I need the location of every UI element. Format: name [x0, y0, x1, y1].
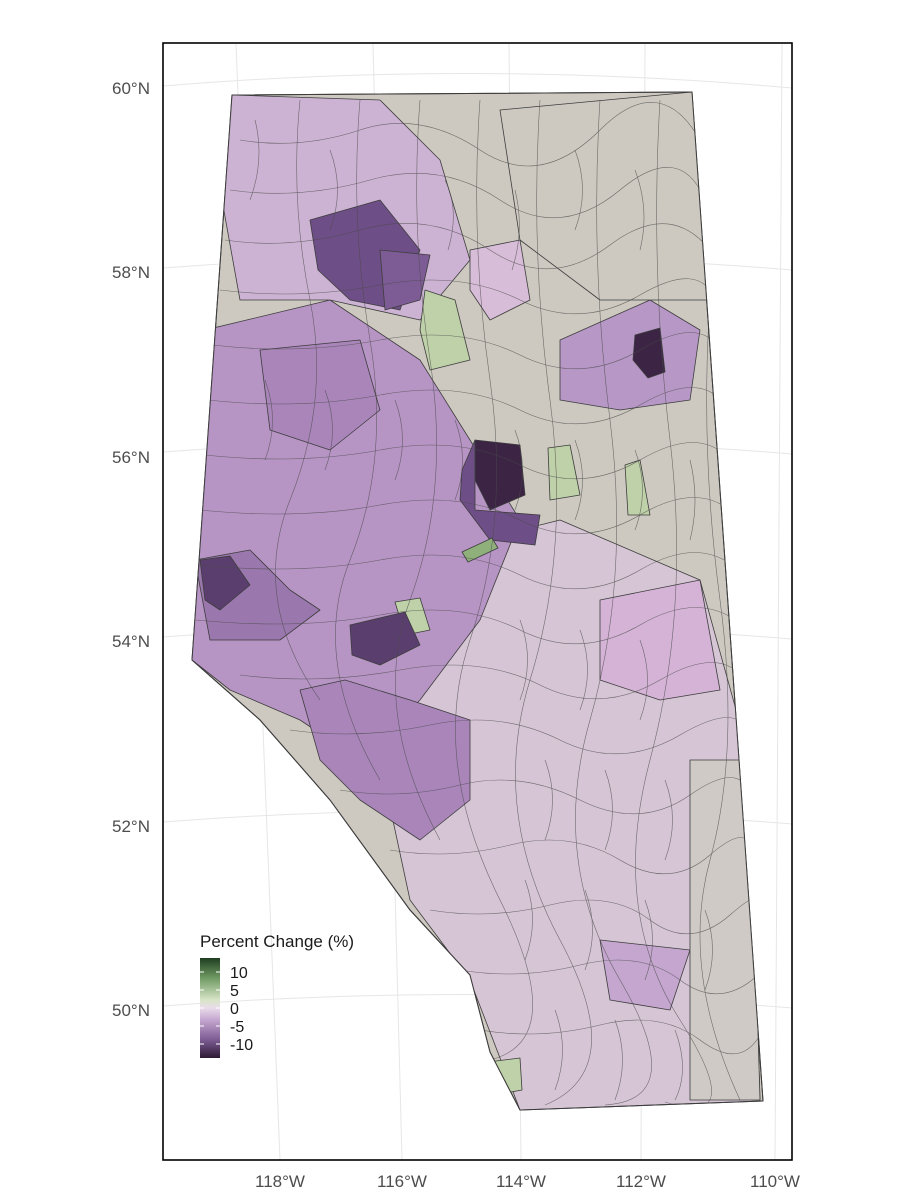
lat-tick-60: 60°N	[112, 79, 150, 98]
region-green-central-2	[461, 537, 499, 563]
watershed-boundaries	[195, 99, 761, 1108]
region-south-purple	[599, 939, 691, 1011]
region-central-purple	[259, 339, 381, 451]
region-nw-dark-2	[379, 249, 431, 311]
plot-frame	[162, 42, 793, 1161]
lat-tick-54: 54°N	[112, 632, 150, 651]
legend-label-neg10: -10	[230, 1037, 253, 1054]
legend-title: Percent Change (%)	[200, 932, 354, 951]
lon-tick-112: 112°W	[616, 1172, 666, 1191]
lon-tick-114: 114°W	[496, 1172, 546, 1191]
lon-tick-116: 116°W	[377, 1172, 427, 1191]
region-green-south	[487, 1057, 523, 1096]
lon-tick-118: 118°W	[255, 1172, 305, 1191]
lat-axis: 60°N 58°N 56°N 54°N 52°N 50°N	[112, 79, 150, 1020]
lon-tick-110: 110°W	[750, 1172, 800, 1191]
province-border	[191, 91, 764, 1111]
region-central-dark-ring	[459, 439, 541, 546]
region-green-east	[624, 459, 651, 516]
lat-tick-56: 56°N	[112, 448, 150, 467]
region-southeast-neutral	[689, 759, 761, 1101]
region-purple-south	[299, 679, 471, 841]
legend-label-5: 5	[230, 983, 239, 1000]
legend-colorbar	[200, 958, 220, 1058]
legend: Percent Change (%) 10 5 0 -5 -10	[200, 932, 354, 1058]
region-northeast-neutral	[499, 92, 721, 301]
legend-label-neg5: -5	[230, 1019, 244, 1036]
region-green-north	[419, 289, 471, 371]
lat-tick-52: 52°N	[112, 817, 150, 836]
legend-label-10: 10	[230, 965, 248, 982]
legend-label-0: 0	[230, 1001, 239, 1018]
region-green-central	[547, 444, 581, 501]
region-east-pink	[599, 579, 721, 701]
region-west-dark	[199, 555, 251, 611]
lat-tick-50: 50°N	[112, 1001, 150, 1020]
lat-tick-58: 58°N	[112, 263, 150, 282]
lon-axis: 118°W 116°W 114°W 112°W 110°W	[255, 1172, 800, 1191]
region-east-darkest	[632, 327, 666, 379]
